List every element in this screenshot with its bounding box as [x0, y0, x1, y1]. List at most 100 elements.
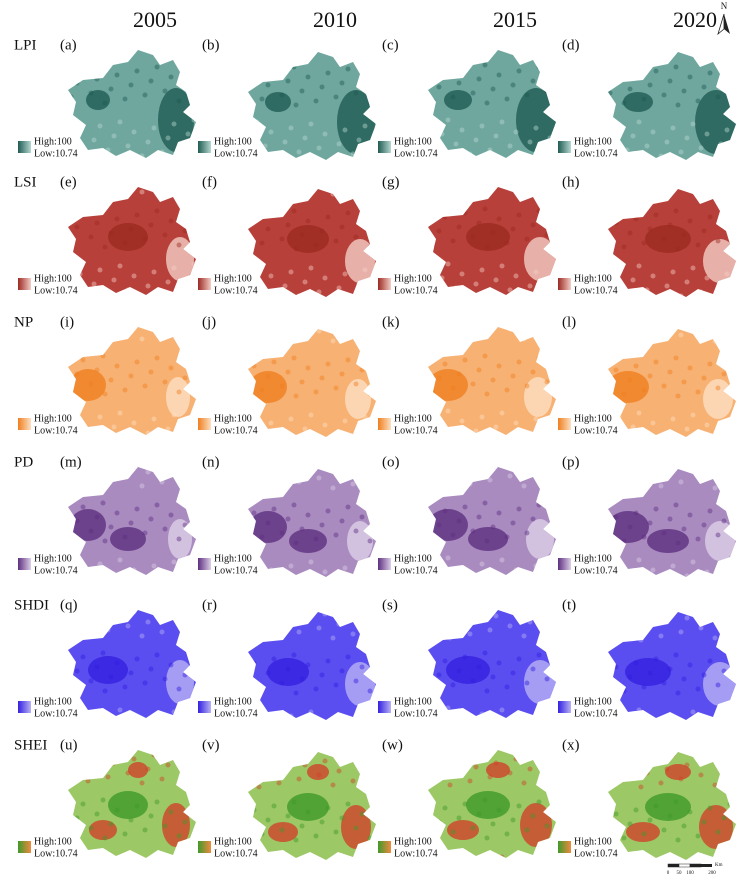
map — [68, 327, 196, 435]
map-speckle — [248, 821, 251, 827]
legend-low: Low:10.74 — [214, 285, 258, 296]
map-speckle — [302, 615, 308, 621]
map-speckle — [271, 506, 277, 512]
map-speckle — [85, 334, 91, 340]
map-speckle — [191, 852, 196, 858]
map-speckle — [345, 801, 351, 807]
map-speckle — [467, 187, 473, 193]
map-speckle — [718, 621, 724, 627]
map-speckle — [168, 218, 174, 224]
map-speckle — [732, 151, 736, 157]
panel-letter: (b) — [202, 37, 220, 53]
map-speckle — [97, 711, 103, 717]
map-speckle — [675, 102, 681, 108]
map-speckle — [105, 330, 111, 336]
map-speckle — [94, 811, 100, 817]
map-speckle — [613, 811, 619, 817]
map-speckle — [251, 216, 257, 222]
map-speckle — [122, 534, 128, 540]
map-speckle — [608, 678, 613, 684]
map-speckle — [256, 487, 262, 493]
legend-swatch — [18, 278, 31, 290]
map-speckle — [271, 68, 277, 74]
map-speckle — [305, 809, 311, 815]
map-speckle — [633, 363, 639, 369]
map-speckle — [313, 98, 319, 104]
north-arrow: N — [717, 1, 730, 36]
map-speckle — [336, 768, 342, 774]
map-speckle — [100, 62, 106, 68]
map-speckle — [339, 518, 345, 524]
scale-bar: 0 50 100 200 Km — [667, 863, 723, 876]
map-speckle — [715, 385, 721, 391]
map-speckle — [636, 707, 642, 713]
map-speckle — [627, 377, 633, 383]
map-speckle — [85, 187, 91, 193]
map-speckle — [473, 617, 479, 623]
map-speckle — [547, 762, 553, 768]
map-speckle — [664, 139, 670, 145]
map-speckle — [339, 80, 345, 86]
map-speckle — [462, 66, 468, 72]
map-speckle — [536, 64, 542, 70]
map-speckle — [715, 94, 721, 100]
map-speckle — [467, 481, 473, 487]
map-speckle — [159, 479, 165, 485]
map-patch — [468, 527, 508, 551]
map-speckle — [473, 467, 479, 473]
map-speckle — [504, 240, 510, 246]
legend-swatch — [18, 558, 31, 570]
map-speckle — [450, 94, 456, 100]
map-speckle — [476, 811, 482, 817]
map-speckle — [499, 263, 505, 269]
map-speckle — [359, 811, 365, 817]
map-speckle — [293, 246, 299, 252]
map-patch — [86, 90, 110, 110]
map-speckle — [342, 271, 348, 277]
map-speckle — [644, 143, 650, 149]
map-speckle — [100, 650, 106, 656]
map-speckle — [330, 338, 336, 344]
map-speckle — [185, 758, 191, 764]
map-speckle — [428, 265, 431, 271]
scale-segment — [690, 864, 712, 867]
map-speckle — [608, 381, 613, 387]
map — [428, 467, 556, 575]
map-speckle — [698, 145, 704, 151]
map-speckle — [288, 125, 294, 131]
legend-swatch — [378, 418, 391, 430]
legend-swatch — [198, 558, 211, 570]
map-speckle — [544, 88, 550, 94]
legend-high: High:100 — [574, 413, 612, 424]
map-speckle — [256, 52, 262, 55]
map-speckle — [641, 387, 647, 393]
map-speckle — [182, 228, 188, 234]
map-speckle — [168, 662, 174, 668]
map-speckle — [285, 666, 291, 672]
map-speckle — [77, 127, 83, 133]
map-speckle — [724, 271, 730, 277]
map-speckle — [536, 652, 542, 658]
map-speckle — [188, 508, 194, 514]
map-speckle — [291, 208, 297, 214]
map-speckle — [430, 686, 436, 692]
map-speckle — [308, 559, 314, 565]
map-speckle — [74, 224, 80, 230]
map-speckle — [544, 379, 550, 385]
map-speckle — [330, 155, 336, 160]
map-speckle — [644, 473, 650, 479]
map-speckle — [630, 277, 636, 283]
map-speckle — [490, 674, 496, 680]
map-speckle — [322, 422, 328, 428]
map-speckle — [718, 141, 724, 147]
legend-swatch — [18, 141, 31, 153]
panel-letter: (w) — [382, 737, 403, 753]
map-speckle — [670, 125, 676, 131]
map-speckle — [670, 752, 676, 758]
map-speckle — [453, 768, 459, 774]
map-speckle — [445, 705, 451, 711]
map-speckle — [168, 809, 174, 815]
map-speckle — [102, 835, 108, 841]
panel-letter: (r) — [202, 597, 217, 613]
map-speckle — [122, 831, 128, 837]
